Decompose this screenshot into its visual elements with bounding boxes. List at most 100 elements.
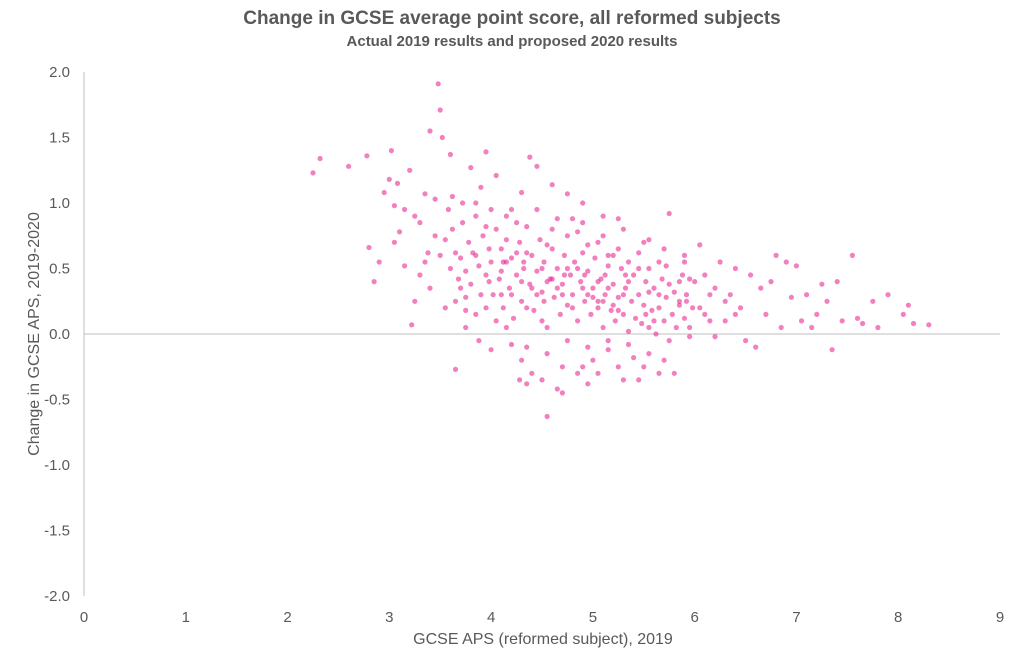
- data-point: [407, 167, 413, 173]
- data-point: [646, 351, 652, 357]
- data-point: [386, 176, 392, 182]
- data-point: [388, 148, 394, 154]
- data-point: [605, 252, 611, 258]
- data-point: [585, 268, 591, 274]
- data-point: [575, 370, 581, 376]
- data-point: [732, 265, 739, 272]
- data-point: [633, 315, 639, 321]
- data-point: [534, 206, 540, 213]
- data-point: [427, 285, 433, 291]
- data-point: [366, 244, 372, 251]
- data-point: [860, 320, 866, 327]
- data-point: [809, 324, 815, 331]
- data-point: [905, 302, 912, 308]
- x-tick-label: 3: [385, 609, 393, 626]
- data-point: [541, 298, 547, 304]
- data-point: [622, 285, 629, 291]
- data-point: [503, 324, 509, 331]
- data-point: [661, 318, 667, 324]
- data-point: [519, 279, 525, 285]
- data-point: [498, 268, 504, 274]
- data-point: [600, 213, 606, 219]
- data-point: [643, 279, 649, 285]
- data-point: [561, 252, 568, 258]
- data-point: [605, 338, 611, 344]
- data-point: [656, 370, 662, 376]
- data-point: [717, 259, 723, 265]
- data-point: [643, 311, 649, 317]
- data-point: [564, 338, 571, 344]
- data-point: [590, 285, 596, 291]
- data-point: [524, 344, 530, 350]
- data-point: [529, 370, 535, 376]
- data-point: [697, 242, 703, 248]
- data-point: [510, 315, 517, 321]
- data-point: [612, 318, 618, 324]
- data-point: [417, 220, 423, 226]
- x-tick-label: 2: [283, 609, 291, 626]
- data-point: [687, 276, 693, 282]
- chart-title: Change in GCSE average point score, all …: [243, 8, 781, 29]
- data-point: [819, 281, 825, 287]
- data-point: [666, 281, 672, 287]
- data-point: [569, 305, 576, 311]
- x-tick-label: 8: [894, 609, 902, 626]
- data-point: [468, 281, 474, 287]
- data-point: [580, 364, 586, 370]
- data-point: [692, 279, 698, 285]
- data-point: [569, 292, 576, 298]
- data-point: [870, 298, 876, 304]
- data-point: [422, 259, 428, 265]
- data-point: [564, 302, 571, 308]
- data-point: [663, 294, 669, 300]
- data-point: [610, 281, 616, 287]
- data-point: [447, 151, 453, 158]
- data-point: [402, 263, 408, 269]
- data-point: [519, 357, 525, 363]
- data-point: [788, 294, 795, 300]
- data-point: [636, 250, 642, 256]
- data-point: [798, 318, 805, 324]
- data-point: [585, 292, 591, 298]
- data-point: [659, 276, 665, 282]
- data-point: [702, 311, 708, 317]
- data-point: [449, 193, 455, 200]
- data-point: [409, 322, 415, 328]
- data-point: [534, 163, 540, 169]
- data-point: [493, 172, 499, 179]
- data-point: [514, 272, 520, 278]
- data-point: [391, 203, 397, 209]
- data-point: [595, 298, 601, 304]
- data-point: [656, 259, 662, 265]
- data-point: [371, 279, 377, 285]
- data-point: [575, 265, 581, 272]
- data-point: [885, 292, 891, 298]
- data-point: [391, 239, 397, 245]
- data-point: [364, 153, 370, 159]
- data-point: [455, 276, 462, 282]
- x-axis-label: GCSE APS (reformed subject), 2019: [413, 631, 673, 648]
- data-point: [549, 182, 555, 188]
- data-point: [631, 272, 637, 278]
- data-point: [575, 229, 581, 235]
- data-point: [483, 305, 489, 311]
- data-point: [748, 272, 754, 278]
- data-point: [722, 318, 728, 324]
- data-point: [544, 413, 550, 420]
- data-point: [615, 294, 621, 300]
- data-point: [712, 334, 718, 340]
- data-point: [317, 155, 323, 162]
- data-point: [539, 265, 545, 272]
- data-point: [531, 307, 537, 313]
- data-point: [458, 285, 464, 291]
- data-point: [681, 259, 688, 265]
- data-point: [768, 279, 774, 285]
- y-tick-label: 2.0: [49, 64, 70, 81]
- data-point: [600, 233, 606, 239]
- data-point: [564, 191, 571, 197]
- data-point: [636, 377, 642, 383]
- data-point: [656, 305, 662, 311]
- data-point: [669, 311, 675, 317]
- data-point: [483, 149, 489, 155]
- y-tick-label: 1.5: [49, 130, 70, 147]
